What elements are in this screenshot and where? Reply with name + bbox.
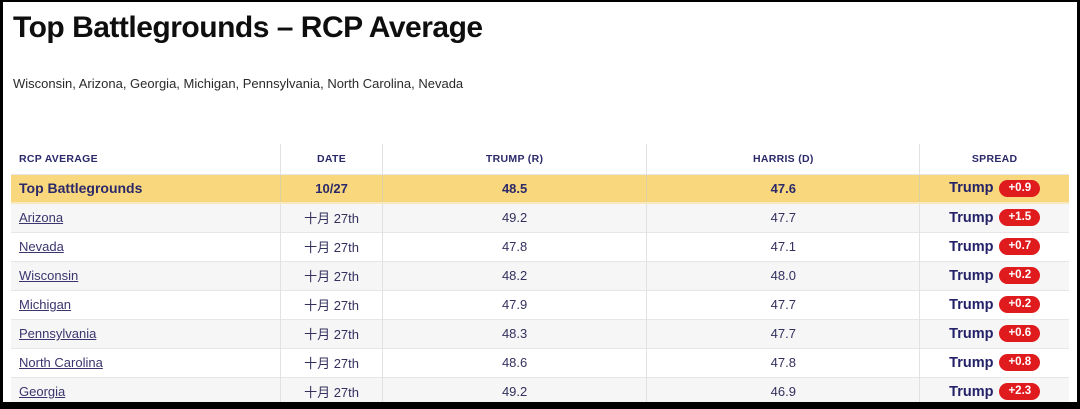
trump-value: 49.2 xyxy=(381,376,647,402)
trump-value: 47.9 xyxy=(381,289,647,319)
column-header-spread: SPREAD xyxy=(919,144,1069,174)
page-title: Top Battlegrounds – RCP Average xyxy=(13,11,483,44)
table-row-wisconsin: Wisconsin 十月 27th 48.2 48.0 Trump +0.2 xyxy=(11,260,1069,290)
spread-leader: Trump xyxy=(949,325,994,342)
table-header: RCP AVERAGE DATE TRUMP (R) HARRIS (D) SP… xyxy=(11,144,1069,174)
row-date: 十月 27th xyxy=(280,318,383,348)
row-date: 10/27 xyxy=(280,173,383,204)
row-date: 十月 27th xyxy=(280,289,383,319)
table-row-nevada: Nevada 十月 27th 47.8 47.1 Trump +0.7 xyxy=(11,231,1069,261)
table-row-pennsylvania: Pennsylvania 十月 27th 48.3 47.7 Trump +0.6 xyxy=(11,318,1069,348)
state-link-pennsylvania[interactable]: Pennsylvania xyxy=(19,326,97,341)
row-date: 十月 27th xyxy=(280,231,383,261)
row-date: 十月 27th xyxy=(280,347,383,377)
rcp-average-table: RCP AVERAGE DATE TRUMP (R) HARRIS (D) SP… xyxy=(11,144,1069,402)
trump-value: 48.6 xyxy=(381,347,647,377)
spread-leader: Trump xyxy=(949,238,994,255)
trump-value: 48.5 xyxy=(381,173,647,204)
row-date: 十月 27th xyxy=(280,376,383,402)
table-row-north-carolina: North Carolina 十月 27th 48.6 47.8 Trump +0… xyxy=(11,347,1069,377)
spread-badge: +2.3 xyxy=(999,383,1041,401)
trump-value: 49.2 xyxy=(381,202,647,232)
column-header-harris: HARRIS (D) xyxy=(646,144,920,174)
spread-cell: Trump +1.5 xyxy=(924,209,1065,227)
trump-value: 48.2 xyxy=(381,260,647,290)
state-link-arizona[interactable]: Arizona xyxy=(19,210,64,226)
column-header-rcp-average: RCP AVERAGE xyxy=(11,144,281,174)
page-content: Top Battlegrounds – RCP Average Wisconsi… xyxy=(3,2,1077,402)
spread-badge: +0.8 xyxy=(999,354,1041,371)
spread-leader: Trump xyxy=(949,383,994,400)
harris-value: 47.7 xyxy=(646,202,920,232)
table-row-georgia: Georgia 十月 27th 49.2 46.9 Trump +2.3 xyxy=(11,376,1069,402)
spread-cell: Trump +0.8 xyxy=(924,354,1065,371)
spread-cell: Trump +2.3 xyxy=(924,383,1065,401)
spread-cell: Trump +0.6 xyxy=(924,325,1065,342)
state-link-nevada[interactable]: Nevada xyxy=(19,239,64,254)
state-link-north-carolina[interactable]: North Carolina xyxy=(19,355,103,370)
spread-badge: +0.9 xyxy=(999,179,1041,197)
harris-value: 47.8 xyxy=(646,347,920,377)
state-link-michigan[interactable]: Michigan xyxy=(19,297,72,312)
harris-value: 47.7 xyxy=(646,289,920,319)
harris-value: 47.6 xyxy=(646,173,920,204)
harris-value: 47.1 xyxy=(646,231,920,261)
page-subtitle: Wisconsin, Arizona, Georgia, Michigan, P… xyxy=(13,76,464,91)
spread-leader: Trump xyxy=(949,354,994,371)
table-row-michigan: Michigan 十月 27th 47.9 47.7 Trump +0.2 xyxy=(11,289,1069,319)
spread-cell: Trump +0.9 xyxy=(924,179,1065,197)
spread-cell: Trump +0.2 xyxy=(924,267,1065,284)
harris-value: 47.7 xyxy=(646,318,920,348)
spread-badge: +0.7 xyxy=(999,238,1041,255)
spread-leader: Trump xyxy=(949,180,994,197)
spread-cell: Trump +0.2 xyxy=(924,296,1065,313)
row-date: 十月 27th xyxy=(280,202,383,232)
row-date: 十月 27th xyxy=(280,260,383,290)
harris-value: 48.0 xyxy=(646,260,920,290)
harris-value: 46.9 xyxy=(646,376,920,402)
table-row-top-battlegrounds: Top Battlegrounds 10/27 48.5 47.6 Trump +… xyxy=(11,173,1069,204)
spread-badge: +1.5 xyxy=(999,209,1041,227)
trump-value: 47.8 xyxy=(381,231,647,261)
spread-cell: Trump +0.7 xyxy=(924,238,1065,255)
spread-badge: +0.6 xyxy=(999,325,1041,342)
trump-value: 48.3 xyxy=(381,318,647,348)
row-name: Top Battlegrounds xyxy=(11,173,281,204)
spread-badge: +0.2 xyxy=(999,267,1041,284)
state-link-georgia[interactable]: Georgia xyxy=(19,384,66,400)
spread-leader: Trump xyxy=(949,209,994,226)
table-row-arizona: Arizona 十月 27th 49.2 47.7 Trump +1.5 xyxy=(11,202,1069,232)
spread-badge: +0.2 xyxy=(999,296,1041,313)
column-header-trump: TRUMP (R) xyxy=(381,144,647,174)
spread-leader: Trump xyxy=(949,267,994,284)
spread-leader: Trump xyxy=(949,296,994,313)
column-header-date: DATE xyxy=(280,144,383,174)
state-link-wisconsin[interactable]: Wisconsin xyxy=(19,268,79,283)
